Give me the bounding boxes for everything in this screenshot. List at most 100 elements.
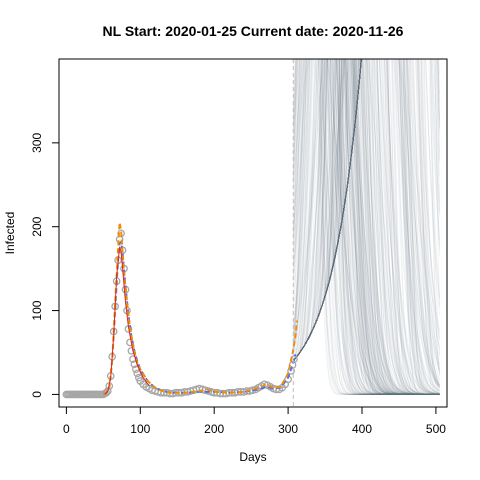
- simulation-line: [331, 59, 440, 395]
- simulation-line: [292, 59, 441, 362]
- simulation-line: [292, 59, 440, 395]
- simulation-line: [292, 59, 440, 395]
- simulation-line: [292, 59, 440, 395]
- simulation-line: [292, 59, 362, 362]
- simulation-line: [348, 59, 440, 395]
- simulation-line: [325, 59, 440, 395]
- simulation-line: [292, 59, 440, 395]
- simulation-line: [292, 59, 440, 395]
- simulation-line: [292, 59, 440, 395]
- simulation-line: [292, 59, 440, 395]
- simulation-line: [292, 59, 440, 395]
- simulation-line: [292, 59, 440, 395]
- simulation-line: [292, 59, 440, 395]
- simulation-line: [292, 59, 440, 395]
- simulation-line: [336, 59, 440, 395]
- simulation-line: [292, 59, 441, 362]
- simulation-line: [292, 59, 440, 395]
- simulation-line: [338, 59, 440, 395]
- simulation-line: [292, 59, 440, 395]
- simulation-line: [292, 59, 440, 395]
- simulation-line: [292, 59, 440, 395]
- simulation-line: [292, 59, 441, 382]
- simulation-line: [292, 59, 440, 395]
- simulation-line: [292, 59, 440, 395]
- simulation-line: [292, 59, 441, 362]
- simulation-line: [292, 59, 440, 395]
- simulation-line: [292, 59, 440, 395]
- simulation-line: [292, 59, 441, 362]
- simulation-line: [292, 59, 440, 395]
- simulation-line: [292, 59, 440, 395]
- simulation-line: [292, 59, 440, 395]
- simulation-line: [321, 59, 440, 395]
- simulation-line: [292, 59, 440, 395]
- simulation-line: [371, 59, 440, 395]
- simulation-line: [350, 59, 440, 395]
- y-tick-label: 300: [30, 133, 44, 153]
- simulation-line: [292, 59, 440, 395]
- simulation-line: [292, 59, 440, 395]
- simulation-line: [292, 59, 441, 362]
- simulation-line: [292, 59, 362, 362]
- simulation-line: [292, 59, 440, 395]
- simulation-line: [329, 59, 440, 395]
- simulation-line: [292, 59, 440, 395]
- simulation-line: [292, 59, 362, 362]
- simulation-line: [292, 59, 440, 395]
- simulation-line: [292, 59, 440, 394]
- simulation-line: [292, 59, 440, 395]
- simulation-line: [292, 59, 362, 362]
- simulation-line: [336, 59, 440, 395]
- simulation-line: [292, 59, 440, 395]
- simulation-line: [345, 59, 440, 395]
- simulation-line: [292, 59, 362, 362]
- simulation-line: [292, 59, 440, 395]
- simulation-line: [292, 59, 362, 362]
- simulation-line: [337, 59, 440, 395]
- simulation-line: [292, 59, 440, 395]
- simulation-line: [292, 59, 440, 387]
- simulation-line: [338, 59, 440, 395]
- simulation-line: [292, 59, 440, 395]
- simulation-line: [344, 59, 440, 395]
- simulation-line: [292, 59, 440, 395]
- simulation-line: [292, 59, 440, 395]
- simulation-line: [353, 59, 440, 395]
- simulation-line: [292, 59, 362, 362]
- simulation-line: [292, 59, 441, 377]
- simulation-line: [292, 59, 362, 362]
- simulation-line: [292, 59, 362, 362]
- simulation-line: [292, 59, 441, 387]
- simulation-line: [292, 59, 441, 362]
- simulation-line: [292, 59, 441, 392]
- simulation-line: [292, 59, 441, 386]
- simulation-line: [292, 59, 440, 395]
- simulation-line: [292, 59, 440, 395]
- simulation-line: [353, 59, 440, 395]
- simulation-line: [358, 59, 440, 395]
- simulation-line: [337, 59, 440, 395]
- simulation-line: [344, 59, 440, 395]
- simulation-line: [292, 59, 440, 395]
- simulation-line: [292, 59, 440, 395]
- simulation-line: [292, 59, 441, 362]
- simulation-line: [354, 59, 440, 395]
- simulation-lines: [292, 59, 441, 395]
- simulation-line: [292, 59, 362, 362]
- simulation-line: [292, 59, 441, 385]
- simulation-line: [292, 59, 362, 362]
- simulation-line: [292, 59, 440, 395]
- simulation-line: [292, 59, 440, 395]
- simulation-line: [331, 59, 440, 395]
- simulation-line: [335, 59, 440, 395]
- simulation-line: [292, 59, 441, 362]
- simulation-line: [292, 59, 440, 395]
- simulation-line: [292, 59, 440, 395]
- simulation-line: [362, 59, 440, 395]
- red-fit-line: [104, 246, 150, 395]
- simulation-line: [371, 59, 440, 395]
- simulation-line: [338, 59, 440, 395]
- simulation-line: [292, 59, 440, 395]
